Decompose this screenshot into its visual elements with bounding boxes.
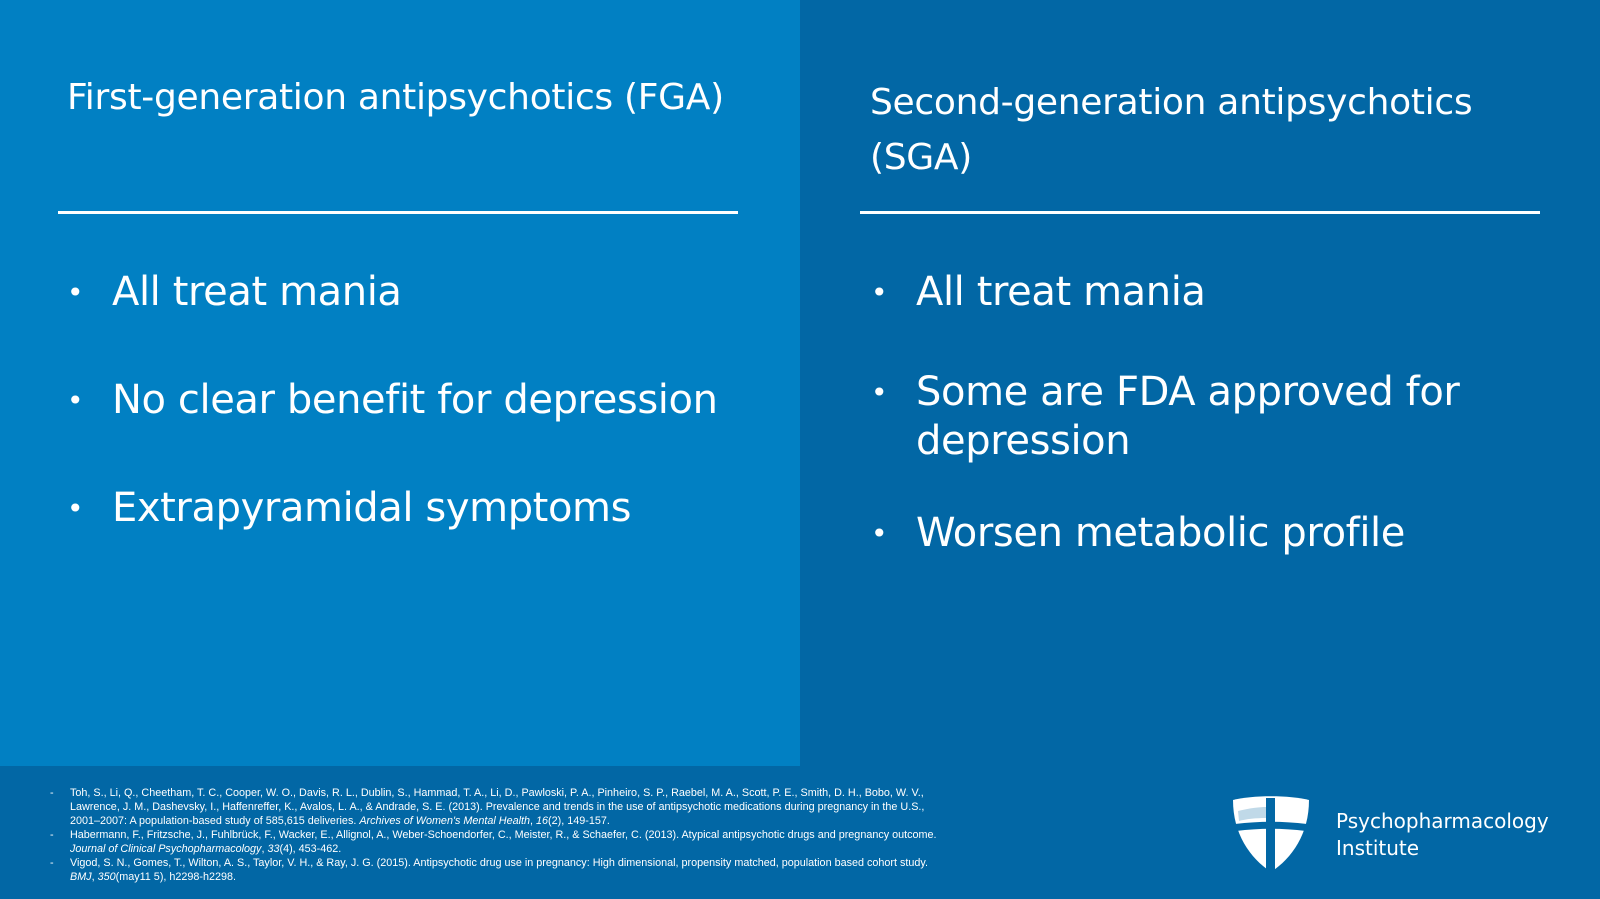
right-divider — [860, 211, 1540, 214]
reference-journal: Journal of Clinical Psychopharmacology — [70, 843, 262, 855]
left-bullet-text: Extrapyramidal symptoms — [112, 485, 632, 531]
reference-item: - Toh, S., Li, Q., Cheetham, T. C., Coop… — [50, 786, 940, 828]
reference-marker: - — [50, 787, 54, 799]
brand-name: Psychopharmacology Institute — [1336, 808, 1549, 862]
bullet-icon: • — [871, 517, 888, 550]
reference-text: Vigod, S. N., Gomes, T., Wilton, A. S., … — [70, 857, 928, 869]
brand-line-2: Institute — [1336, 836, 1420, 860]
bullet-icon: • — [67, 492, 84, 525]
reference-journal: BMJ — [70, 871, 92, 883]
reference-volume: 33 — [267, 843, 280, 855]
right-heading: Second-generation antipsychotics (SGA) — [870, 82, 1473, 178]
reference-pages: (2), 149-157. — [548, 815, 610, 827]
right-bullet-item: • All treat mania — [871, 268, 1506, 317]
bullet-icon: • — [871, 276, 888, 309]
reference-item: - Habermann, F., Fritzsche, J., Fuhlbrüc… — [50, 828, 940, 856]
shield-cross-icon — [1233, 796, 1309, 872]
reference-marker: - — [50, 829, 54, 841]
left-bullet-text: All treat mania — [112, 269, 402, 315]
right-panel: Second-generation antipsychotics (SGA) •… — [800, 0, 1600, 766]
bullet-icon: • — [67, 384, 84, 417]
reference-item: - Vigod, S. N., Gomes, T., Wilton, A. S.… — [50, 856, 940, 884]
reference-volume: 16 — [536, 815, 549, 827]
reference-text: Habermann, F., Fritzsche, J., Fuhlbrück,… — [70, 829, 937, 841]
right-bullet-text: Worsen metabolic profile — [916, 510, 1405, 556]
right-bullet-item: • Worsen metabolic profile — [871, 509, 1506, 558]
reference-text: Toh, S., Li, Q., Cheetham, T. C., Cooper… — [70, 787, 925, 827]
footer: - Toh, S., Li, Q., Cheetham, T. C., Coop… — [0, 766, 1600, 899]
left-bullet-item: • No clear benefit for depression — [67, 376, 772, 425]
reference-pages: (may11 5), h2298-h2298. — [115, 871, 237, 883]
brand-line-1: Psychopharmacology — [1336, 809, 1549, 833]
reference-marker: - — [50, 857, 54, 869]
reference-volume: 350 — [97, 871, 116, 883]
left-bullet-text: No clear benefit for depression — [112, 377, 718, 423]
reference-sep: , — [91, 871, 98, 883]
reference-journal: Archives of Women's Mental Health — [359, 815, 531, 827]
left-bullet-item: • Extrapyramidal symptoms — [67, 484, 772, 533]
left-heading: First-generation antipsychotics (FGA) — [67, 77, 724, 118]
reference-sep: , — [530, 815, 537, 827]
bullet-icon: • — [871, 376, 888, 409]
bullet-icon: • — [67, 276, 84, 309]
right-bullet-text: All treat mania — [916, 269, 1206, 315]
right-bullet-text: Some are FDA approved for depression — [916, 369, 1460, 464]
left-panel: First-generation antipsychotics (FGA) • … — [0, 0, 800, 766]
right-bullet-item: • Some are FDA approved for depression — [871, 368, 1506, 466]
reference-list: - Toh, S., Li, Q., Cheetham, T. C., Coop… — [50, 786, 940, 884]
reference-sep: , — [261, 843, 268, 855]
left-divider — [58, 211, 738, 214]
left-bullet-item: • All treat mania — [67, 268, 772, 317]
reference-pages: (4), 453-462. — [279, 843, 342, 855]
